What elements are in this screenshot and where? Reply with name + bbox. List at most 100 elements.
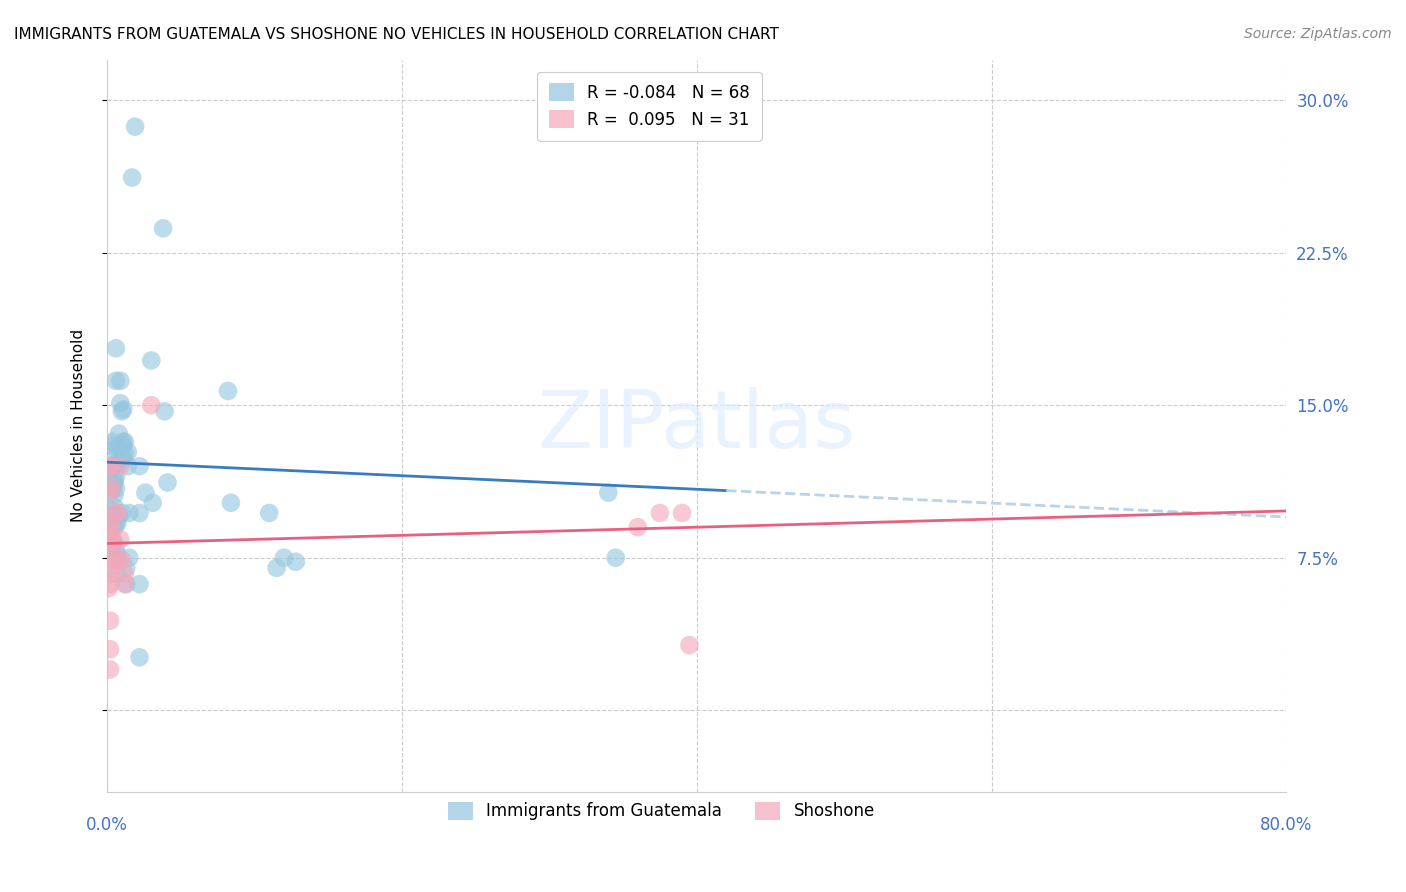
Point	[114, 566, 136, 581]
Point	[104, 482, 127, 496]
Point	[124, 120, 146, 134]
Point	[115, 561, 138, 575]
Point	[114, 434, 136, 449]
Point	[257, 506, 280, 520]
Point	[671, 506, 693, 520]
Point	[98, 566, 121, 581]
Point	[108, 457, 131, 471]
Text: IMMIGRANTS FROM GUATEMALA VS SHOSHONE NO VEHICLES IN HOUSEHOLD CORRELATION CHART: IMMIGRANTS FROM GUATEMALA VS SHOSHONE NO…	[14, 27, 779, 42]
Point	[105, 506, 128, 520]
Point	[117, 459, 139, 474]
Point	[128, 459, 150, 474]
Point	[101, 434, 124, 449]
Point	[105, 516, 128, 530]
Point	[103, 500, 125, 514]
Y-axis label: No Vehicles in Household: No Vehicles in Household	[72, 329, 86, 522]
Point	[114, 447, 136, 461]
Point	[605, 550, 627, 565]
Point	[121, 170, 143, 185]
Point	[105, 553, 128, 567]
Point	[110, 459, 132, 474]
Point	[128, 650, 150, 665]
Text: 0.0%: 0.0%	[86, 816, 128, 834]
Point	[108, 508, 131, 522]
Point	[110, 533, 132, 547]
Point	[104, 506, 127, 520]
Point	[98, 642, 121, 657]
Point	[128, 577, 150, 591]
Point	[103, 459, 125, 474]
Point	[118, 550, 141, 565]
Point	[98, 459, 121, 474]
Point	[104, 341, 127, 355]
Point	[101, 459, 124, 474]
Point	[98, 439, 121, 453]
Point	[104, 508, 127, 522]
Point	[217, 384, 239, 398]
Point	[103, 488, 125, 502]
Point	[112, 451, 135, 466]
Point	[141, 353, 163, 368]
Point	[103, 553, 125, 567]
Point	[273, 550, 295, 565]
Point	[100, 483, 122, 498]
Point	[101, 442, 124, 457]
Point	[219, 496, 242, 510]
Point	[142, 496, 165, 510]
Text: Source: ZipAtlas.com: Source: ZipAtlas.com	[1244, 27, 1392, 41]
Point	[141, 398, 163, 412]
Point	[112, 402, 135, 417]
Point	[105, 549, 128, 563]
Point	[112, 434, 135, 449]
Point	[111, 506, 134, 520]
Point	[101, 479, 124, 493]
Point	[97, 561, 120, 575]
Point	[101, 536, 124, 550]
Point	[98, 577, 121, 591]
Point	[266, 561, 288, 575]
Legend: Immigrants from Guatemala, Shoshone: Immigrants from Guatemala, Shoshone	[441, 795, 882, 827]
Point	[128, 506, 150, 520]
Point	[104, 516, 127, 530]
Point	[100, 520, 122, 534]
Point	[100, 504, 122, 518]
Point	[97, 467, 120, 482]
Point	[105, 566, 128, 581]
Point	[156, 475, 179, 490]
Point	[108, 426, 131, 441]
Point	[101, 533, 124, 547]
Point	[104, 508, 127, 522]
Point	[100, 479, 122, 493]
Point	[153, 404, 176, 418]
Point	[104, 469, 127, 483]
Point	[134, 485, 156, 500]
Point	[108, 441, 131, 455]
Point	[103, 508, 125, 522]
Text: 80.0%: 80.0%	[1260, 816, 1313, 834]
Point	[118, 506, 141, 520]
Point	[100, 459, 122, 474]
Point	[152, 221, 174, 235]
Point	[97, 581, 120, 595]
Point	[97, 541, 120, 555]
Point	[103, 475, 125, 490]
Point	[678, 638, 700, 652]
Point	[112, 439, 135, 453]
Point	[117, 445, 139, 459]
Point	[98, 663, 121, 677]
Point	[103, 520, 125, 534]
Point	[98, 526, 121, 541]
Text: ZIPatlas: ZIPatlas	[537, 386, 856, 465]
Point	[103, 536, 125, 550]
Point	[598, 485, 620, 500]
Point	[627, 520, 650, 534]
Point	[98, 614, 121, 628]
Point	[105, 455, 128, 469]
Point	[648, 506, 671, 520]
Point	[97, 516, 120, 530]
Point	[115, 577, 138, 591]
Point	[103, 474, 125, 488]
Point	[111, 553, 134, 567]
Point	[114, 577, 136, 591]
Point	[111, 404, 134, 418]
